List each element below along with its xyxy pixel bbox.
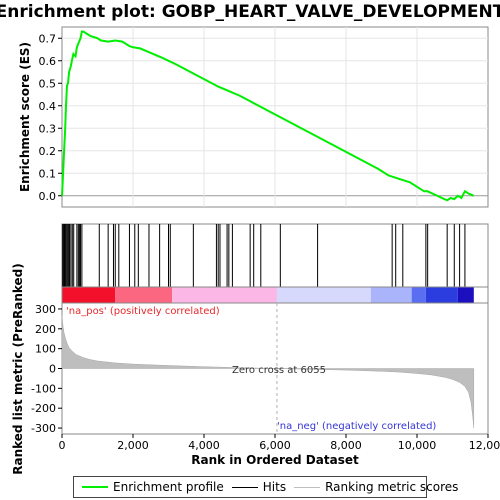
rank-bar-segment [276, 287, 371, 303]
es-ytick-label: 0.7 [39, 32, 57, 45]
rank-bar-segment [370, 287, 412, 303]
negative-correlation-label: 'na_neg' (negatively correlated) [277, 421, 436, 432]
positive-correlation-label: 'na_pos' (positively correlated) [66, 306, 220, 317]
metric-ytick-label: -300 [31, 422, 56, 435]
es-ytick-label: 0.4 [39, 100, 57, 113]
chart-title: Enrichment plot: GOBP_HEART_VALVE_DEVELO… [0, 2, 500, 22]
rank-color-bar [61, 286, 489, 304]
es-ytick-label: 0.0 [39, 190, 57, 203]
es-ytick-label: 0.6 [39, 55, 57, 68]
metric-xtick-label: 0 [59, 439, 66, 452]
es-ytick-label: 0.3 [39, 122, 57, 135]
metric-xlabel: Rank in Ordered Dataset [191, 453, 359, 467]
enrichment-profile-line [61, 30, 475, 202]
metric-xtick-label: 8,000 [330, 439, 362, 452]
rank-bar-segment [115, 287, 173, 303]
metric-xtick-label: 12,000 [469, 439, 500, 452]
metric-ytick-label: -200 [31, 402, 56, 415]
metric-xtick-label: 6,000 [259, 439, 291, 452]
legend-item-hits: Hits [231, 480, 287, 494]
es-ytick-label: 0.2 [39, 145, 57, 158]
rank-bar-segment [172, 287, 277, 303]
ranking-metric-area [61, 314, 475, 429]
legend-label-ranking: Ranking metric scores [325, 480, 459, 494]
metric-xtick-label: 4,000 [188, 439, 220, 452]
rank-bar-segment [62, 287, 116, 303]
metric-ytick-label: 100 [35, 343, 56, 356]
legend-label-hits: Hits [262, 480, 287, 494]
es-ytick-label: 0.5 [39, 77, 57, 90]
es-ylabel: Enrichment score (ES) [18, 42, 32, 192]
legend-swatch-hits [231, 486, 258, 488]
metric-xtick-label: 10,000 [398, 439, 437, 452]
legend-label-enrichment: Enrichment profile [113, 480, 224, 494]
es-ytick-label: 0.1 [39, 167, 57, 180]
rank-bar-segment [425, 287, 458, 303]
hits-panel [61, 223, 489, 288]
es-panel: 0.0 0.1 0.2 0.3 0.4 0.5 0.6 0.7 Enrichment scor… [18, 26, 489, 208]
legend-item-ranking: Ranking metric scores [294, 480, 458, 494]
metric-ylabel: Ranked list metric (PreRanked) [11, 263, 25, 475]
legend: Enrichment profile Hits Ranking metric s… [73, 476, 458, 498]
rank-bar-segment [411, 287, 426, 303]
legend-swatch-enrichment [82, 486, 108, 488]
metric-ytick-label: 200 [35, 323, 56, 336]
legend-item-enrichment: Enrichment profile [82, 480, 224, 494]
metric-ytick-label: -100 [31, 382, 56, 395]
zero-cross-label: Zero cross at 6055 [232, 365, 326, 376]
legend-swatch-ranking [294, 486, 321, 488]
metric-panel: 300 200 100 0 -100 -200 -300 0 2,000 4,000 6,000 8… [11, 263, 500, 475]
metric-ytick-label: 0 [49, 363, 56, 376]
metric-xtick-label: 2,000 [117, 439, 149, 452]
metric-ytick-label: 300 [35, 303, 56, 316]
rank-bar-segment [457, 287, 474, 303]
